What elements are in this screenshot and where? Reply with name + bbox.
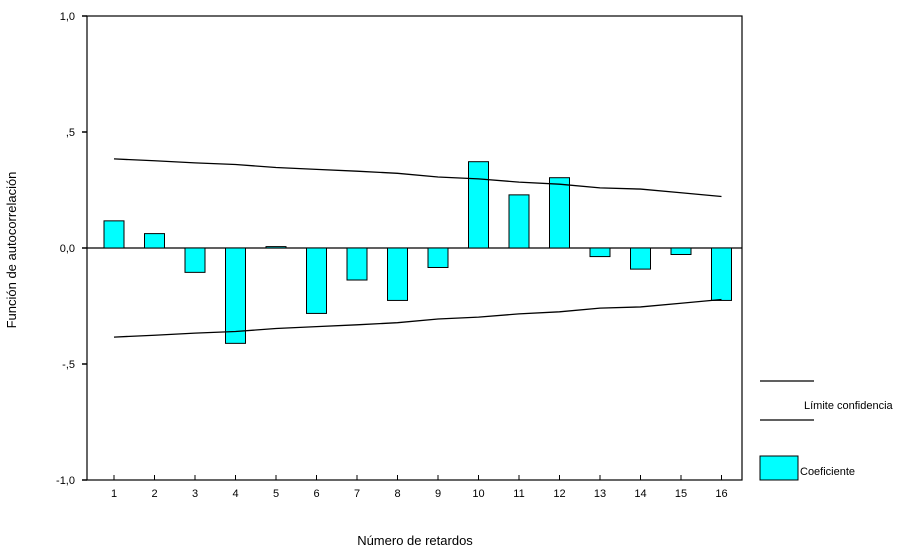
y-axis: 1,0 ,5 0,0 -,5 -1,0	[56, 11, 87, 487]
x-tick-label: 10	[472, 488, 484, 500]
y-tick-label: -1,0	[56, 475, 75, 487]
y-tick-label: -,5	[62, 359, 75, 371]
y-tick-label: ,5	[66, 127, 75, 139]
bar-lag-9	[427, 247, 449, 268]
x-tick-label: 8	[394, 488, 400, 500]
bar-lag-5	[265, 246, 287, 249]
legend-label-coefficient: Coeficiente	[800, 466, 855, 478]
x-tick-label: 12	[553, 488, 565, 500]
lower-confidence-line	[113, 298, 722, 338]
bar-lag-2	[144, 233, 165, 249]
x-axis: 1 2 3 4 5 6 7 8 9 10 11 12 13 14 15 16	[111, 475, 728, 500]
x-tick-label: 4	[232, 488, 238, 500]
bar-lag-13	[589, 247, 611, 258]
x-tick-label: 13	[594, 488, 606, 500]
legend-swatch-coefficient	[759, 455, 799, 481]
upper-confidence-line	[113, 158, 722, 198]
x-tick-label: 3	[192, 488, 198, 500]
legend: Límite confidencia Coeficiente	[759, 380, 894, 481]
x-tick-label: 6	[313, 488, 319, 500]
x-tick-label: 2	[151, 488, 157, 500]
bar-lag-3	[184, 247, 206, 273]
bar-lag-1	[103, 220, 125, 249]
y-axis-title: Función de autocorrelación	[4, 172, 19, 329]
y-tick-label: 0,0	[60, 243, 75, 255]
legend-label-limit: Límite confidencia	[804, 400, 894, 412]
x-tick-label: 11	[513, 488, 524, 500]
bar-lag-6	[306, 247, 327, 314]
bar-lag-8	[387, 247, 408, 301]
x-tick-label: 5	[273, 488, 279, 500]
bar-lag-16	[711, 247, 732, 301]
x-tick-label: 9	[435, 488, 441, 500]
x-tick-label: 15	[675, 488, 687, 500]
bar-lag-11	[508, 194, 530, 249]
bar-lag-4	[225, 247, 246, 344]
bar-lag-15	[670, 247, 692, 255]
x-tick-label: 16	[715, 488, 727, 500]
bar-lag-14	[630, 247, 651, 270]
x-axis-title: Número de retardos	[357, 533, 473, 548]
y-tick-label: 1,0	[60, 11, 75, 23]
x-tick-label: 7	[354, 488, 360, 500]
bar-lag-10	[468, 161, 489, 249]
bar-lag-12	[549, 177, 570, 249]
bar-lag-7	[346, 247, 368, 281]
bar-series	[103, 161, 732, 344]
x-tick-label: 1	[111, 488, 117, 500]
x-tick-label: 14	[634, 488, 646, 500]
confidence-limit-lines	[113, 158, 722, 338]
